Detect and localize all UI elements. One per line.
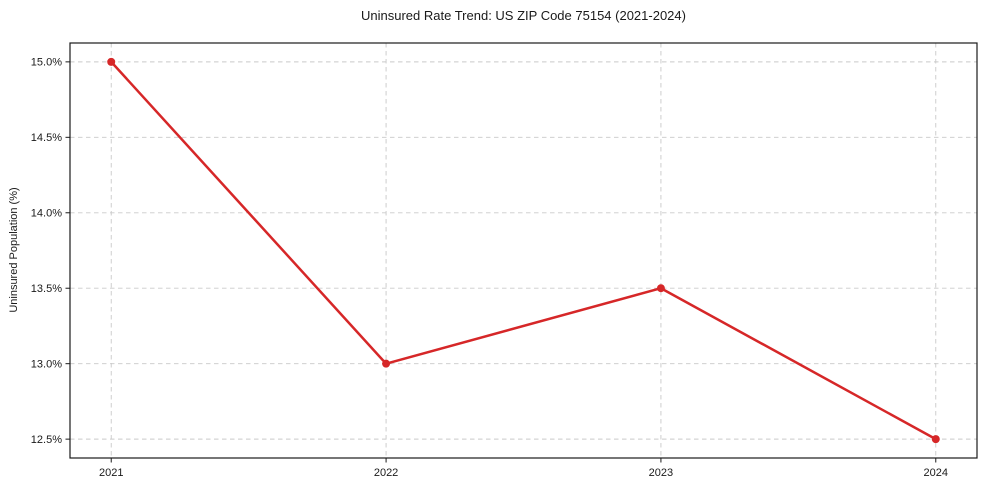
data-point (107, 57, 116, 66)
y-tick-label: 13.0% (31, 359, 62, 371)
x-tick-label: 2022 (374, 467, 398, 479)
trend-line (109, 60, 938, 441)
y-tick-label: 12.5% (31, 434, 62, 446)
data-point (656, 284, 665, 293)
x-tick-label: 2024 (924, 467, 948, 479)
y-tick-label: 15.0% (31, 57, 62, 69)
x-tick-label: 2023 (649, 467, 673, 479)
y-tick-label: 14.0% (31, 208, 62, 220)
y-tick-label: 14.5% (31, 132, 62, 144)
chart-title: Uninsured Rate Trend: US ZIP Code 75154 … (361, 8, 686, 23)
x-tick-label: 2021 (99, 467, 123, 479)
data-point (382, 359, 391, 368)
data-point (931, 435, 940, 444)
plot-border (69, 42, 978, 459)
y-tick-label: 13.5% (31, 283, 62, 295)
